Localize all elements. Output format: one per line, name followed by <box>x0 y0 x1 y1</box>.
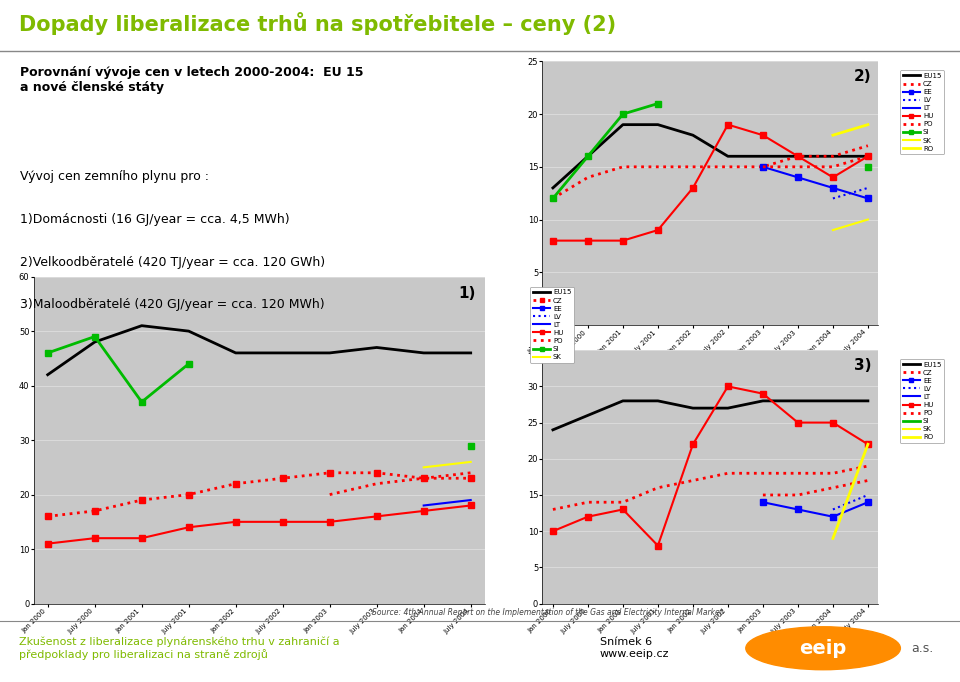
Text: Porovnání vývoje cen v letech 2000-2004:  EU 15
a nové členské státy: Porovnání vývoje cen v letech 2000-2004:… <box>20 66 363 94</box>
Text: Dopady liberalizace trhů na spotřebitele – ceny (2): Dopady liberalizace trhů na spotřebitele… <box>19 12 616 35</box>
Text: 2)Velkoodběratelé (420 TJ/year = cca. 120 GWh): 2)Velkoodběratelé (420 TJ/year = cca. 12… <box>20 256 324 269</box>
Text: 1)Domácnosti (16 GJ/year = cca. 4,5 MWh): 1)Domácnosti (16 GJ/year = cca. 4,5 MWh) <box>20 213 289 226</box>
Text: Source: 4th Annual Report on the Implementation of the Gas and Electricity Inter: Source: 4th Annual Report on the Impleme… <box>372 608 723 617</box>
Text: Vývoj cen zemního plynu pro :: Vývoj cen zemního plynu pro : <box>20 170 208 183</box>
Text: Snímek 6
www.eeip.cz: Snímek 6 www.eeip.cz <box>600 638 669 659</box>
Text: 1): 1) <box>459 286 476 301</box>
Legend: EU15, CZ, EE, LV, LT, HU, PO, SI, SK: EU15, CZ, EE, LV, LT, HU, PO, SI, SK <box>530 286 574 363</box>
Text: Zkušenost z liberalizace plynárenského trhu v zahraničí a
předpoklady pro libera: Zkušenost z liberalizace plynárenského t… <box>19 637 340 659</box>
Text: 2): 2) <box>854 70 872 85</box>
Legend: EU15, CZ, EE, LV, LT, HU, PO, SI, SK, RO: EU15, CZ, EE, LV, LT, HU, PO, SI, SK, RO <box>900 359 944 443</box>
Text: 3): 3) <box>854 358 872 373</box>
Legend: EU15, CZ, EE, LV, LT, HU, PO, SI, SK, RO: EU15, CZ, EE, LV, LT, HU, PO, SI, SK, RO <box>900 70 944 154</box>
Text: 3)Maloodběratelé (420 GJ/year = cca. 120 MWh): 3)Maloodběratelé (420 GJ/year = cca. 120… <box>20 298 324 311</box>
Circle shape <box>746 627 900 670</box>
Text: a.s.: a.s. <box>911 642 934 655</box>
Text: eeip: eeip <box>800 639 847 657</box>
